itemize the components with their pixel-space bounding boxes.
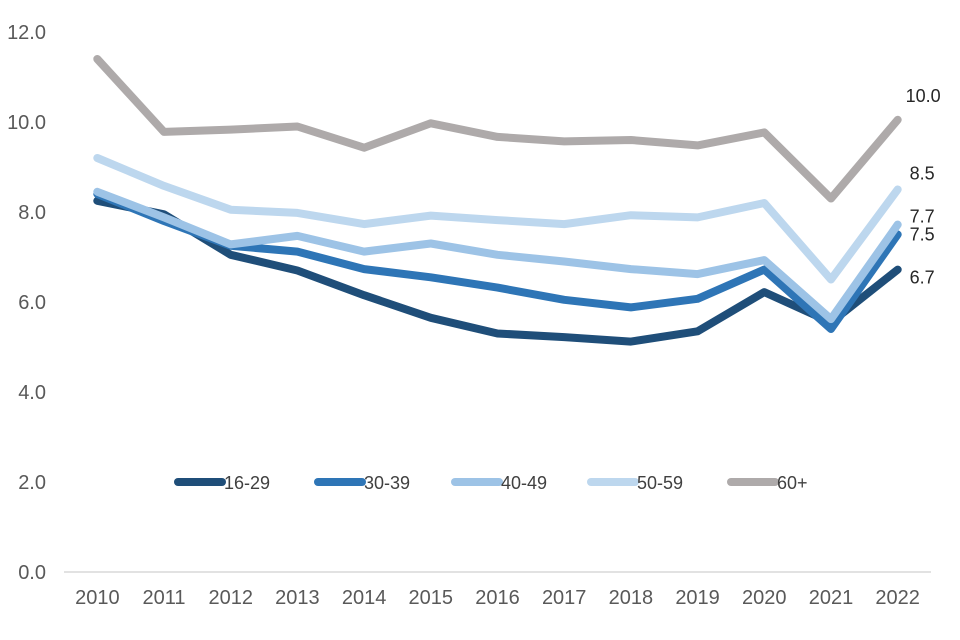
series-line-40-49 (93, 187, 902, 324)
end-label-60plus: 10.0 (906, 86, 941, 106)
series-line-50-59 (93, 154, 902, 284)
end-label-40-49: 7.7 (910, 207, 935, 227)
x-axis-ticks: 2010 2011 2012 2013 2014 2015 2016 2017 2018 2019… (75, 587, 920, 609)
x-tick-label: 2014 (342, 587, 387, 609)
legend-label: 30-39 (364, 473, 410, 493)
series-lines (93, 55, 902, 346)
x-tick-label: 2013 (275, 587, 320, 609)
y-tick-label: 2.0 (18, 472, 46, 494)
legend-label: 16-29 (224, 473, 270, 493)
x-tick-label: 2022 (875, 587, 920, 609)
series-line-60plus (93, 55, 902, 203)
y-axis-ticks: 0.0 2.0 4.0 6.0 8.0 10.0 12.0 (7, 22, 46, 584)
legend-label: 50-59 (637, 473, 683, 493)
y-tick-label: 8.0 (18, 202, 46, 224)
x-tick-label: 2020 (742, 587, 787, 609)
x-tick-label: 2016 (475, 587, 520, 609)
legend-label: 40-49 (501, 473, 547, 493)
x-tick-label: 2021 (809, 587, 854, 609)
y-tick-label: 6.0 (18, 292, 46, 314)
x-tick-label: 2011 (143, 587, 186, 609)
end-label-50-59: 8.5 (910, 164, 935, 184)
y-tick-label: 4.0 (18, 382, 46, 404)
series-line-16-29 (93, 196, 902, 346)
end-label-30-39: 7.5 (910, 225, 935, 245)
x-tick-label: 2012 (208, 587, 253, 609)
end-label-16-29: 6.7 (910, 268, 935, 288)
y-tick-label: 12.0 (7, 22, 46, 44)
legend-label: 60+ (777, 473, 808, 493)
end-value-labels: 6.7 7.57.7 8.5 10.0 (906, 86, 941, 288)
y-tick-label: 0.0 (18, 562, 46, 584)
x-tick-label: 2019 (675, 587, 720, 609)
legend: 16-29 30-39 40-49 50-59 60+ (174, 473, 808, 493)
x-tick-label: 2018 (609, 587, 654, 609)
x-tick-label: 2017 (542, 587, 587, 609)
x-tick-label: 2010 (75, 587, 120, 609)
y-tick-label: 10.0 (7, 112, 46, 134)
x-tick-label: 2015 (409, 587, 454, 609)
